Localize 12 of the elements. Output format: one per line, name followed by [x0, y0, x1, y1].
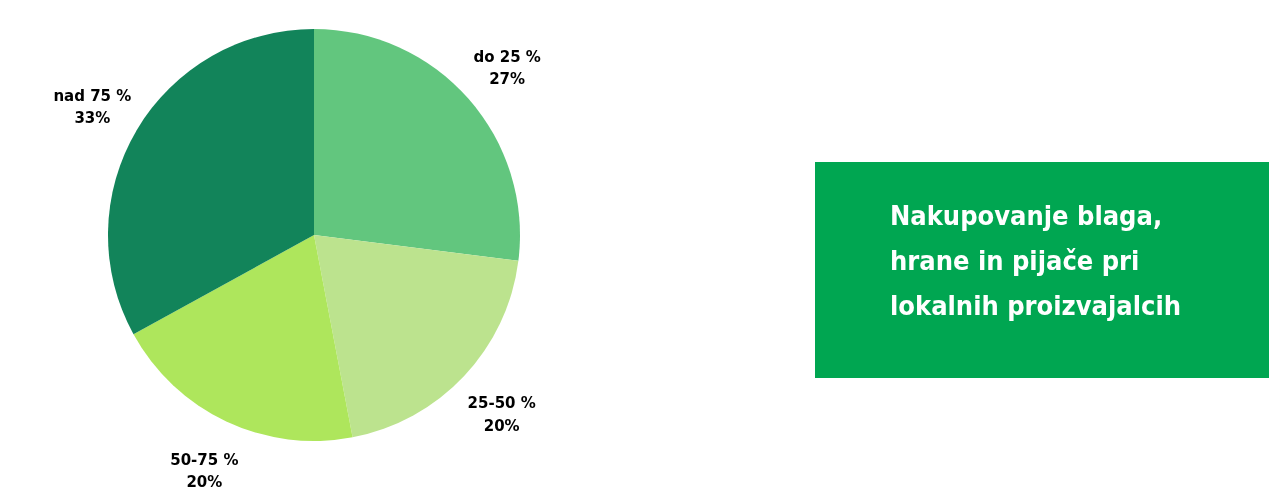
slice-label: 50-75 % — [170, 450, 239, 469]
pie-slice — [108, 29, 314, 335]
slice-label: do 25 % — [473, 47, 541, 66]
slice-label: 25-50 % — [467, 394, 536, 413]
data-label: 20% — [186, 473, 223, 492]
data-label: 27% — [489, 70, 526, 89]
slice-label: nad 75 % — [53, 86, 132, 105]
data-label: 33% — [74, 109, 111, 128]
pie-slice — [133, 235, 353, 441]
pie-slice — [314, 235, 519, 438]
data-label: 20% — [483, 416, 520, 435]
text: Nakupovanje blaga, hrane in pijače pri lokalnih proizvajalcih — [890, 200, 1182, 321]
